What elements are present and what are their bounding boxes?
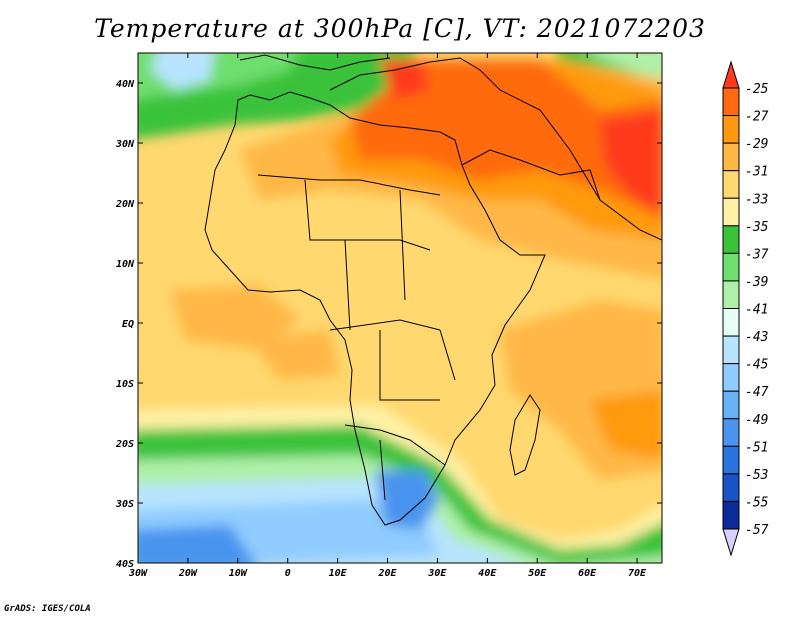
colorbar-label: -49 — [745, 413, 768, 428]
colorbar-label: -37 — [745, 247, 769, 262]
eurasia-coastline — [329, 57, 662, 241]
field-red-orange — [350, 60, 662, 219]
lat-label: 30S — [115, 499, 134, 510]
colorbar: -25 -27 -29 -31 -33 -35 -37 -39 -41 -43 -45 -47 -49 -… — [722, 60, 769, 557]
arabia-coastline — [461, 149, 601, 201]
lon-label: 20E — [377, 568, 397, 579]
africa-coastline — [204, 91, 546, 526]
lon-label: 50E — [528, 568, 547, 579]
map-title: Temperature at 300hPa [C], VT: 202107220… — [94, 14, 706, 43]
temperature-field — [138, 53, 662, 563]
lon-label: 30W — [128, 568, 148, 579]
colorbar-label: -55 — [745, 495, 769, 510]
colorbar-label: -29 — [745, 137, 768, 152]
field-south-deepblue — [138, 525, 256, 563]
field-blob-west — [170, 285, 300, 350]
field-red — [600, 110, 662, 214]
colorbar-label: -31 — [745, 165, 768, 180]
lat-label: 30N — [115, 139, 135, 150]
colorbar-swatch — [722, 473, 740, 502]
colorbar-swatch — [722, 445, 740, 475]
colorbar-label: -33 — [745, 192, 768, 207]
colorbar-swatch — [722, 308, 740, 337]
colorbar-label: -43 — [745, 330, 768, 345]
colorbar-swatch — [722, 87, 740, 117]
lon-label: 10W — [229, 568, 248, 579]
colorbar-label: -27 — [745, 110, 769, 125]
colorbar-bottom-arrow — [722, 528, 740, 557]
lon-label: 60E — [578, 568, 597, 579]
field-ne-lightgreen — [590, 53, 662, 82]
lat-label: 40S — [116, 559, 134, 570]
lon-label: 20W — [178, 568, 198, 579]
colorbar-swatch — [722, 500, 740, 530]
lat-label: 40N — [116, 79, 135, 90]
latitude-axis: 40N 30N 20N 10N EQ 10S 20S 30S 40S — [115, 79, 662, 570]
lat-label: 20S — [115, 439, 134, 450]
lat-label: 10N — [116, 259, 135, 270]
madagascar-coastline — [509, 394, 541, 476]
country-borders — [257, 174, 456, 501]
grads-credit: GrADS: IGES/COLA — [4, 604, 91, 614]
field-north-blue — [150, 53, 214, 90]
colorbar-label: -45 — [745, 358, 769, 373]
colorbar-label: -35 — [745, 220, 769, 235]
colorbar-swatch — [722, 418, 740, 447]
colorbar-swatch — [722, 390, 740, 420]
colorbar-label: -47 — [745, 385, 769, 400]
lat-label: 20N — [115, 199, 135, 210]
colorbar-label: -25 — [745, 82, 769, 97]
colorbar-swatch — [722, 170, 740, 199]
field-blob-indian-warm — [590, 390, 662, 460]
field-blob-gulf — [250, 330, 340, 380]
colorbar-label: -51 — [745, 440, 768, 455]
colorbar-label: -39 — [745, 275, 768, 290]
colorbar-swatch — [722, 363, 740, 392]
lon-label: 10E — [329, 568, 348, 579]
colorbar-swatch — [722, 197, 740, 227]
map-frame — [137, 52, 663, 564]
coastlines — [204, 54, 662, 526]
lon-label: 40E — [478, 568, 497, 579]
field-safrica-blue — [375, 470, 440, 530]
colorbar-swatch — [722, 335, 740, 365]
colorbar-swatch — [722, 252, 740, 282]
lat-label: 10S — [116, 379, 134, 390]
lat-label: EQ — [122, 319, 134, 330]
colorbar-top-arrow — [722, 60, 740, 89]
colorbar-swatch — [722, 280, 740, 309]
colorbar-swatch — [722, 115, 740, 144]
colorbar-label: -53 — [745, 468, 768, 483]
colorbar-label: -41 — [745, 303, 768, 318]
lon-label: 0 — [285, 568, 291, 579]
lon-label: 70E — [628, 568, 647, 579]
colorbar-swatch — [722, 142, 740, 172]
colorbar-swatch — [722, 225, 740, 254]
lon-label: 30E — [427, 568, 447, 579]
longitude-axis: 30W 20W 10W 0 10E 20E 30E 40E 50E 60E 70E — [128, 53, 647, 579]
europe-coastline — [239, 54, 391, 71]
colorbar-label: -57 — [745, 523, 769, 538]
